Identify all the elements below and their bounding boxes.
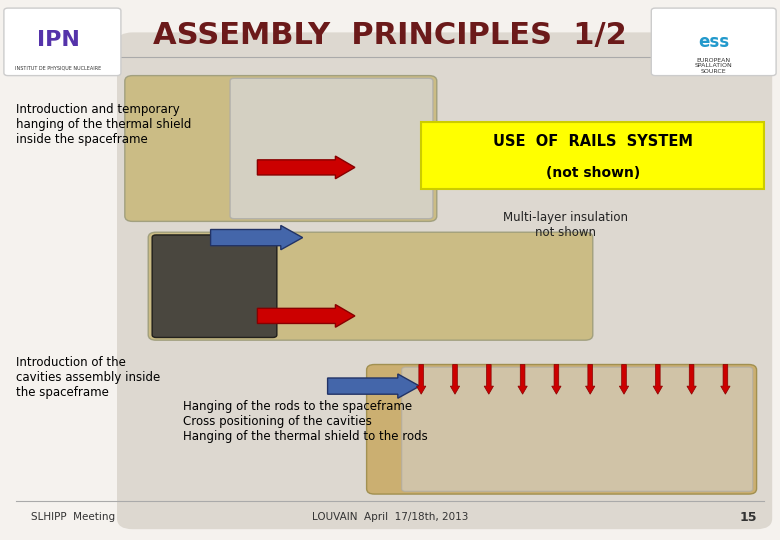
FancyBboxPatch shape <box>230 78 433 219</box>
Text: (not shown): (not shown) <box>546 166 640 180</box>
FancyBboxPatch shape <box>421 122 764 189</box>
FancyArrow shape <box>211 226 303 249</box>
FancyBboxPatch shape <box>4 8 121 76</box>
FancyArrow shape <box>619 364 629 394</box>
FancyBboxPatch shape <box>402 367 753 491</box>
FancyBboxPatch shape <box>152 235 277 338</box>
Text: 15: 15 <box>739 511 757 524</box>
Text: Multi-layer insulation
not shown: Multi-layer insulation not shown <box>503 211 628 239</box>
FancyBboxPatch shape <box>367 364 757 494</box>
Text: Hanging of the rods to the spaceframe
Cross positioning of the cavities
Hanging : Hanging of the rods to the spaceframe Cr… <box>183 400 428 443</box>
Text: IPN: IPN <box>37 30 80 51</box>
Text: Introduction of the
cavities assembly inside
the spaceframe: Introduction of the cavities assembly in… <box>16 356 160 400</box>
FancyArrow shape <box>450 364 459 394</box>
FancyArrow shape <box>551 364 561 394</box>
FancyArrow shape <box>721 364 730 394</box>
Text: ASSEMBLY  PRINCIPLES  1/2: ASSEMBLY PRINCIPLES 1/2 <box>153 21 627 50</box>
FancyBboxPatch shape <box>148 232 593 340</box>
Text: USE  OF  RAILS  SYSTEM: USE OF RAILS SYSTEM <box>493 134 693 149</box>
FancyArrow shape <box>586 364 595 394</box>
FancyArrow shape <box>653 364 662 394</box>
FancyArrow shape <box>417 364 426 394</box>
FancyBboxPatch shape <box>651 8 776 76</box>
Text: EUROPEAN
SPALLATION
SOURCE: EUROPEAN SPALLATION SOURCE <box>695 58 732 74</box>
FancyBboxPatch shape <box>117 32 772 529</box>
FancyArrow shape <box>687 364 697 394</box>
FancyArrow shape <box>257 156 355 179</box>
Text: LOUVAIN  April  17/18th, 2013: LOUVAIN April 17/18th, 2013 <box>312 512 468 522</box>
Text: ess: ess <box>698 33 729 51</box>
Text: Introduction and temporary
hanging of the thermal shield
inside the spaceframe: Introduction and temporary hanging of th… <box>16 103 191 146</box>
FancyArrow shape <box>484 364 494 394</box>
Text: INSTITUT DE PHYSIQUE NUCLEAIRE: INSTITUT DE PHYSIQUE NUCLEAIRE <box>16 65 101 70</box>
FancyBboxPatch shape <box>125 76 437 221</box>
FancyArrow shape <box>257 305 355 327</box>
FancyArrow shape <box>328 374 420 399</box>
FancyArrow shape <box>518 364 527 394</box>
Text: SLHIPP  Meeting: SLHIPP Meeting <box>31 512 115 522</box>
